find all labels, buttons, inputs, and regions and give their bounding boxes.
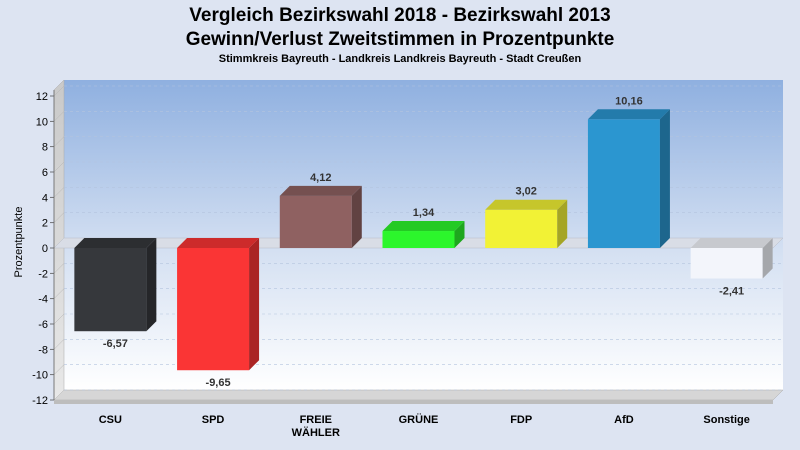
floor [53, 389, 784, 401]
bar-top [279, 185, 362, 196]
bar [177, 238, 260, 371]
category-label: CSU [99, 414, 122, 426]
bar-top [690, 238, 773, 248]
value-label: 10,16 [615, 95, 643, 107]
gridline-side [53, 212, 65, 223]
bars [74, 109, 773, 371]
category-label-line: AfD [614, 414, 634, 426]
y-tick-label: 0 [42, 243, 48, 255]
chart-title-line-1: Vergleich Bezirkswahl 2018 - Bezirkswahl… [189, 5, 611, 26]
grid-lines [53, 85, 783, 401]
y-tick-label: 6 [42, 167, 48, 179]
bar-front [177, 248, 250, 371]
category-label: FREIE WÄHLER [292, 414, 340, 439]
bar-side [249, 238, 260, 371]
y-tick-label: 2 [42, 218, 48, 230]
y-tick-label: -2 [38, 268, 48, 280]
category-label-line: FREIE [300, 414, 332, 426]
gridline-side [53, 313, 65, 325]
category-label: SPD [202, 414, 225, 426]
bar-front [279, 195, 352, 248]
y-tick-label: 10 [36, 116, 48, 128]
floor-edge [54, 400, 773, 404]
chart-title: Vergleich Bezirkswahl 2018 - Bezirkswahl… [0, 4, 800, 52]
gridline-side [53, 288, 65, 299]
bar [279, 185, 362, 248]
bar-top [587, 109, 670, 120]
category-label-line: CSU [99, 414, 122, 426]
chart-title-line-2: Gewinn/Verlust Zweitstimmen in Prozentpu… [185, 29, 615, 50]
gridline-side [53, 339, 65, 350]
bar-top [177, 238, 260, 248]
value-label: -2,41 [719, 286, 744, 298]
bar-side [454, 221, 465, 248]
bar [690, 238, 773, 279]
bar [587, 109, 670, 248]
category-label-line: WÄHLER [292, 426, 340, 439]
y-tick-label: -6 [38, 319, 48, 331]
bar-side [659, 109, 670, 248]
y-tick-label: -12 [32, 395, 48, 407]
bar-front [382, 231, 455, 248]
category-label: GRÜNE [399, 413, 439, 426]
category-label-line: Sonstige [703, 414, 749, 426]
category-label: FDP [510, 414, 532, 426]
y-tick-label: 8 [42, 142, 48, 154]
bar-front [690, 248, 763, 279]
bar [382, 221, 465, 248]
value-label: -9,65 [206, 377, 231, 389]
value-label: -6,57 [103, 338, 128, 350]
bar-top [382, 221, 465, 232]
bar-side [351, 185, 362, 248]
value-label: 4,12 [310, 172, 331, 184]
bar-front [587, 119, 660, 248]
bar-side [146, 238, 157, 332]
y-tick-label: 12 [36, 91, 48, 103]
value-label: 3,02 [516, 186, 537, 198]
category-label-line: FDP [510, 414, 532, 426]
gridline-side [53, 364, 65, 375]
category-label-line: GRÜNE [399, 413, 439, 426]
gridline-side [53, 161, 65, 173]
bar-side [557, 199, 568, 248]
bar-side [762, 238, 773, 279]
category-label: Sonstige [703, 414, 749, 426]
y-tick-label: -4 [38, 294, 48, 306]
gridline-side [53, 187, 65, 198]
chart-subtitle: Stimmkreis Bayreuth - Landkreis Landkrei… [218, 53, 582, 65]
gridline-side [53, 263, 65, 274]
labels: -6,57 CSU -9,65 SPD 4,12 FREIE WÄHLER 1,34 GRÜNE… [99, 95, 750, 439]
bar [485, 199, 568, 248]
bar-top [485, 199, 568, 210]
y-tick-label: 4 [42, 192, 48, 204]
category-label-line: SPD [202, 414, 225, 426]
y-axis: 12 10 8 6 4 2 0 -2 -4 -6 -8 -10 -12 Prozentpunkte [13, 90, 55, 407]
gridline-side [53, 136, 65, 147]
bar-top [74, 238, 157, 248]
y-tick-label: -10 [32, 370, 48, 382]
gridline-side [53, 389, 65, 401]
bar-front [485, 209, 558, 248]
bar [74, 238, 157, 332]
value-label: 1,34 [413, 207, 435, 219]
gridline-side [53, 85, 65, 97]
category-label: AfD [614, 414, 634, 426]
bar-front [74, 248, 147, 332]
gridline-side [53, 111, 65, 122]
y-tick-label: -8 [38, 344, 48, 356]
y-axis-label: Prozentpunkte [13, 207, 25, 278]
